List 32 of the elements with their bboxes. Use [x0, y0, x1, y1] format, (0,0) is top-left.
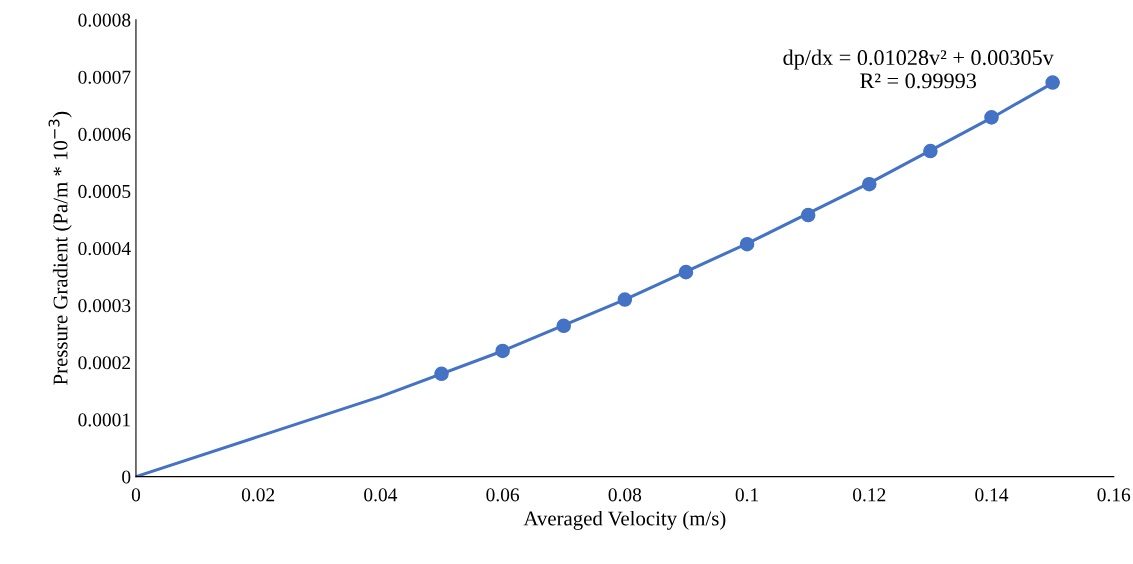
x-tick-label: 0.02: [241, 488, 275, 502]
y-tick-label: 0.0007: [78, 70, 131, 84]
y-tick-label: 0.0003: [78, 299, 131, 313]
x-tick-label: 0.1: [735, 488, 759, 502]
y-tick-label: 0.0008: [78, 13, 131, 27]
x-tick-label: 0: [131, 488, 141, 502]
point: [862, 176, 877, 192]
point: [434, 366, 449, 382]
x-tick-label: 0.16: [1097, 488, 1131, 502]
y-tick-label: 0.0006: [78, 127, 131, 141]
point: [495, 343, 510, 359]
point: [923, 143, 938, 159]
x-tick-label: 0.14: [975, 488, 1009, 502]
y-tick-label: 0.0002: [78, 356, 131, 370]
point: [1045, 75, 1060, 90]
x-tick-label: 0.04: [364, 488, 398, 502]
y-tick-label: 0: [122, 470, 131, 484]
point: [800, 207, 816, 223]
y-axis-title: Pressure Gradient (Pa/m * 10$^{−3}$): [48, 111, 72, 385]
x-tick-label: 0.08: [608, 488, 642, 502]
x-tick-label: 0.12: [853, 488, 886, 502]
point: [739, 236, 755, 252]
y-tick-label: 0.0001: [78, 413, 130, 427]
point: [617, 292, 633, 307]
point: [556, 318, 572, 334]
point: [678, 264, 694, 280]
annotation: dp/dx = 0.01028v² + 0.00305v R² = 0.99993: [783, 49, 1054, 89]
x-tick-label: 0.06: [486, 488, 520, 502]
y-tick-label: 0.0004: [78, 241, 131, 256]
point: [984, 110, 999, 125]
y-tick-label: 0.0005: [78, 184, 131, 199]
x-axis-title: Averaged Velocity (m/s): [523, 510, 726, 530]
